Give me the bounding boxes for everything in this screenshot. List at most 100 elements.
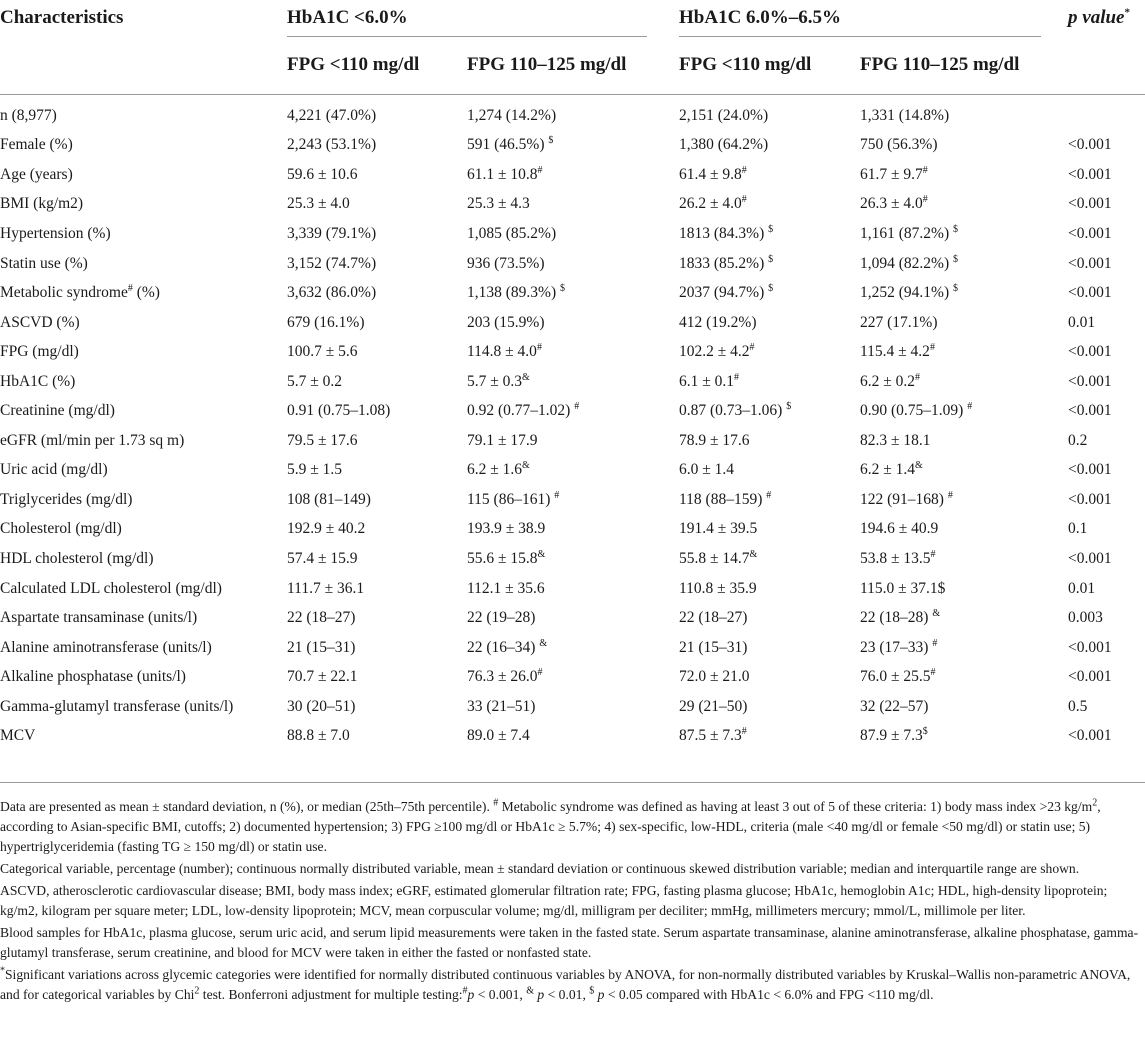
table-row: FPG (mg/dl) 100.7 ± 5.6 114.8 ± 4.0# 102.2 … (0, 337, 1145, 367)
cell-hba1c-mid-fpg-high: 1,331 (14.8%) (860, 106, 950, 124)
cell-hba1c-mid-fpg-low: 29 (21–50) (679, 697, 748, 715)
cell-hba1c-low-fpg-low: 3,339 (79.1%) (287, 224, 377, 242)
cell-pvalue: 0.2 (1068, 431, 1088, 449)
cell-hba1c-mid-fpg-low: 6.1 ± 0.1# (679, 371, 740, 390)
cell-hba1c-low-fpg-high: 5.7 ± 0.3& (467, 371, 530, 390)
cell-hba1c-low-fpg-low: 108 (81–149) (287, 490, 371, 508)
row-label: eGFR (ml/min per 1.73 sq m) (0, 431, 185, 449)
cell-hba1c-low-fpg-low: 111.7 ± 36.1 (287, 579, 365, 597)
row-label: Creatinine (mg/dl) (0, 402, 115, 420)
cell-hba1c-low-fpg-low: 79.5 ± 17.6 (287, 431, 358, 449)
row-label: Triglycerides (mg/dl) (0, 490, 133, 508)
table-row: Age (years) 59.6 ± 10.6 61.1 ± 10.8# 61.4 ±… (0, 160, 1145, 190)
cell-hba1c-low-fpg-low: 4,221 (47.0%) (287, 106, 377, 124)
cell-hba1c-mid-fpg-low: 21 (15–31) (679, 638, 748, 656)
cell-hba1c-mid-fpg-low: 118 (88–159) # (679, 489, 772, 508)
cell-hba1c-mid-fpg-low: 2037 (94.7%) $ (679, 282, 774, 302)
cell-pvalue: <0.001 (1068, 136, 1112, 154)
cell-hba1c-low-fpg-high: 203 (15.9%) (467, 313, 545, 331)
row-label: Alkaline phosphatase (units/l) (0, 668, 186, 686)
cell-hba1c-low-fpg-high: 114.8 ± 4.0# (467, 341, 542, 361)
cell-hba1c-mid-fpg-low: 26.2 ± 4.0# (679, 194, 747, 213)
row-label: HbA1C (%) (0, 372, 76, 390)
table-row: HDL cholesterol (mg/dl) 57.4 ± 15.9 55.6 ±… (0, 544, 1145, 574)
group-underline (679, 36, 1041, 37)
cell-hba1c-low-fpg-high: 76.3 ± 26.0# (467, 667, 543, 686)
footnote-5: *Significant variations across glycemic … (0, 965, 1131, 1002)
cell-hba1c-low-fpg-low: 22 (18–27) (287, 609, 356, 627)
cell-hba1c-mid-fpg-high: 23 (17–33) # (860, 637, 938, 656)
cell-hba1c-low-fpg-high: 0.92 (0.77–1.02) # (467, 401, 580, 420)
table-row: Calculated LDL cholesterol (mg/dl) 111.7 … (0, 574, 1145, 604)
table-row: Alanine aminotransferase (units/l) 21 (15… (0, 633, 1145, 663)
cell-hba1c-low-fpg-high: 115 (86–161) # (467, 489, 560, 508)
table-row: ASCVD (%) 679 (16.1%) 203 (15.9%) 412 (19.2… (0, 308, 1145, 338)
cell-hba1c-mid-fpg-high: 6.2 ± 0.2# (860, 371, 921, 390)
cell-hba1c-mid-fpg-low: 78.9 ± 17.6 (679, 431, 750, 449)
table-row: HbA1C (%) 5.7 ± 0.2 5.7 ± 0.3& 6.1 ± 0.1# 6.… (0, 367, 1145, 397)
cell-hba1c-low-fpg-low: 100.7 ± 5.6 (287, 343, 358, 361)
header-sub-1: FPG <110 mg/dl (287, 54, 420, 75)
cell-pvalue: <0.001 (1068, 638, 1112, 656)
cell-hba1c-low-fpg-high: 55.6 ± 15.8& (467, 548, 546, 567)
header-group-hba1c-mid-label: HbA1C 6.0%–6.5% (679, 7, 842, 28)
row-label: Gamma-glutamyl transferase (units/l) (0, 697, 234, 715)
table-footnotes: Data are presented as mean ± standard de… (0, 782, 1145, 1007)
cell-hba1c-low-fpg-low: 0.91 (0.75–1.08) (287, 402, 391, 420)
cell-hba1c-mid-fpg-low: 72.0 ± 21.0 (679, 668, 750, 686)
cell-hba1c-mid-fpg-low: 2,151 (24.0%) (679, 106, 769, 124)
cell-pvalue: <0.001 (1068, 490, 1112, 508)
cell-hba1c-low-fpg-low: 57.4 ± 15.9 (287, 549, 358, 567)
cell-hba1c-mid-fpg-high: 1,161 (87.2%) $ (860, 223, 958, 242)
cell-hba1c-mid-fpg-high: 76.0 ± 25.5# (860, 667, 936, 686)
row-label: BMI (kg/m2) (0, 195, 84, 213)
cell-pvalue: <0.001 (1068, 195, 1112, 213)
header-group-hba1c-low-label: HbA1C <6.0% (287, 7, 408, 28)
cell-hba1c-mid-fpg-low: 22 (18–27) (679, 609, 748, 627)
group-underline (287, 36, 647, 37)
row-label: ASCVD (%) (0, 313, 80, 331)
header-group-hba1c-low: HbA1C <6.0% (287, 0, 679, 37)
table-row: eGFR (ml/min per 1.73 sq m) 79.5 ± 17.6 79… (0, 426, 1145, 456)
cell-hba1c-mid-fpg-low: 61.4 ± 9.8# (679, 164, 747, 183)
header-pvalue-mark: * (1124, 6, 1130, 19)
cell-pvalue: 0.1 (1068, 520, 1088, 538)
cell-pvalue: <0.001 (1068, 727, 1112, 745)
table-row: n (8,977) 4,221 (47.0%) 1,274 (14.2%) 2,151… (0, 95, 1145, 131)
cell-hba1c-low-fpg-low: 25.3 ± 4.0 (287, 195, 350, 213)
cell-hba1c-mid-fpg-low: 0.87 (0.73–1.06) $ (679, 401, 792, 420)
cell-hba1c-mid-fpg-high: 0.90 (0.75–1.09) # (860, 401, 973, 420)
row-label: Metabolic syndrome# (%) (0, 282, 160, 302)
table-row: Statin use (%) 3,152 (74.7%) 936 (73.5%) 18… (0, 249, 1145, 279)
cell-hba1c-low-fpg-high: 89.0 ± 7.4 (467, 727, 530, 745)
cell-hba1c-mid-fpg-low: 55.8 ± 14.7& (679, 548, 758, 567)
cell-hba1c-mid-fpg-high: 32 (22–57) (860, 697, 929, 715)
cell-hba1c-mid-fpg-high: 194.6 ± 40.9 (860, 520, 939, 538)
cell-hba1c-low-fpg-low: 192.9 ± 40.2 (287, 520, 366, 538)
cell-pvalue: 0.003 (1068, 609, 1103, 627)
cell-hba1c-low-fpg-high: 61.1 ± 10.8# (467, 164, 543, 183)
cell-pvalue: 0.01 (1068, 579, 1096, 597)
cell-hba1c-low-fpg-high: 1,274 (14.2%) (467, 106, 557, 124)
cell-hba1c-low-fpg-high: 79.1 ± 17.9 (467, 431, 538, 449)
row-label: FPG (mg/dl) (0, 343, 79, 361)
footnote-1: Data are presented as mean ± standard de… (0, 797, 1101, 854)
cell-hba1c-low-fpg-high: 1,138 (89.3%) $ (467, 282, 565, 302)
cell-hba1c-low-fpg-low: 3,632 (86.0%) (287, 284, 377, 302)
cell-hba1c-low-fpg-low: 59.6 ± 10.6 (287, 165, 358, 183)
cell-pvalue (1068, 95, 1145, 131)
cell-hba1c-mid-fpg-low: 1,380 (64.2%) (679, 136, 769, 154)
cell-pvalue: <0.001 (1068, 372, 1112, 390)
cell-hba1c-low-fpg-high: 193.9 ± 38.9 (467, 520, 546, 538)
header-sub-2: FPG 110–125 mg/dl (467, 54, 627, 75)
cell-hba1c-mid-fpg-high: 115.0 ± 37.1$ (860, 579, 946, 597)
cell-hba1c-mid-fpg-high: 53.8 ± 13.5# (860, 548, 936, 567)
cell-pvalue: <0.001 (1068, 224, 1112, 242)
table-row: BMI (kg/m2) 25.3 ± 4.0 25.3 ± 4.3 26.2 ± 4.… (0, 190, 1145, 220)
cell-hba1c-mid-fpg-high: 115.4 ± 4.2# (860, 341, 935, 361)
table-row: MCV 88.8 ± 7.0 89.0 ± 7.4 87.5 ± 7.3# 87.9 ±… (0, 721, 1145, 751)
cell-pvalue: 0.5 (1068, 697, 1088, 715)
cell-hba1c-low-fpg-low: 70.7 ± 22.1 (287, 668, 358, 686)
cell-hba1c-low-fpg-low: 5.7 ± 0.2 (287, 372, 343, 390)
